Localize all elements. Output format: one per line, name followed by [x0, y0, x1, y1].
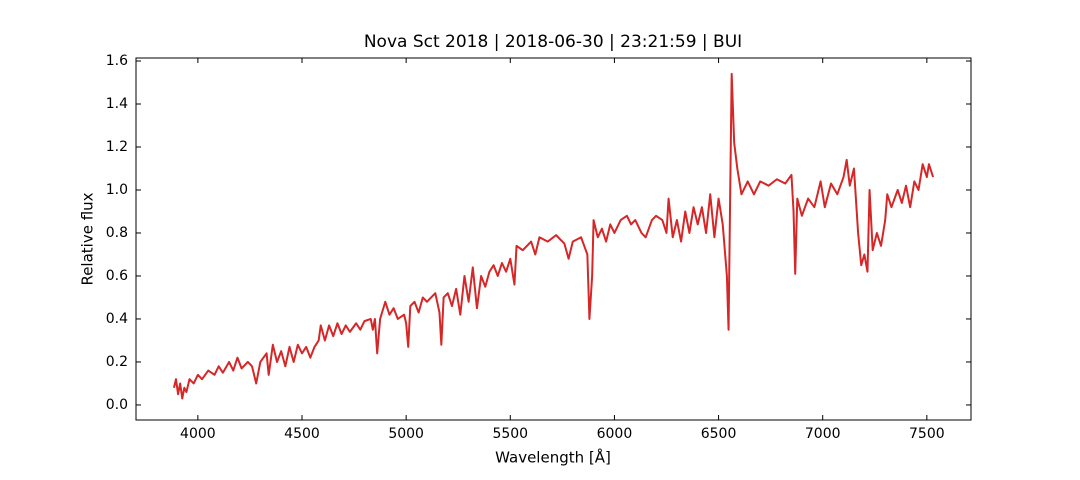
x-tick-label: 4500	[284, 426, 320, 442]
x-tick-label: 5500	[492, 426, 528, 442]
y-axis-label: Relative flux	[79, 192, 97, 285]
x-tick-label: 7500	[909, 426, 945, 442]
y-tick-label: 1.2	[106, 139, 128, 155]
x-tick-label: 5000	[388, 426, 424, 442]
y-tick-label: 1.4	[106, 96, 128, 112]
y-tick-label: 1.0	[106, 182, 128, 198]
y-tick-label: 1.6	[106, 53, 128, 69]
y-tick-label: 0.6	[106, 268, 128, 284]
y-tick-label: 0.0	[106, 397, 128, 413]
x-tick-label: 6500	[701, 426, 737, 442]
y-tick-label: 0.8	[106, 225, 128, 241]
x-tick-label: 7000	[805, 426, 841, 442]
x-tick-label: 4000	[180, 426, 216, 442]
chart-title: Nova Sct 2018 | 2018-06-30 | 23:21:59 | …	[364, 32, 742, 52]
plot-frame	[135, 57, 972, 421]
x-axis-label: Wavelength [Å]	[495, 448, 611, 467]
spectrum-line	[172, 72, 935, 400]
x-tick-label: 6000	[597, 426, 633, 442]
y-tick-label: 0.2	[106, 354, 128, 370]
y-tick-label: 0.4	[106, 311, 128, 327]
